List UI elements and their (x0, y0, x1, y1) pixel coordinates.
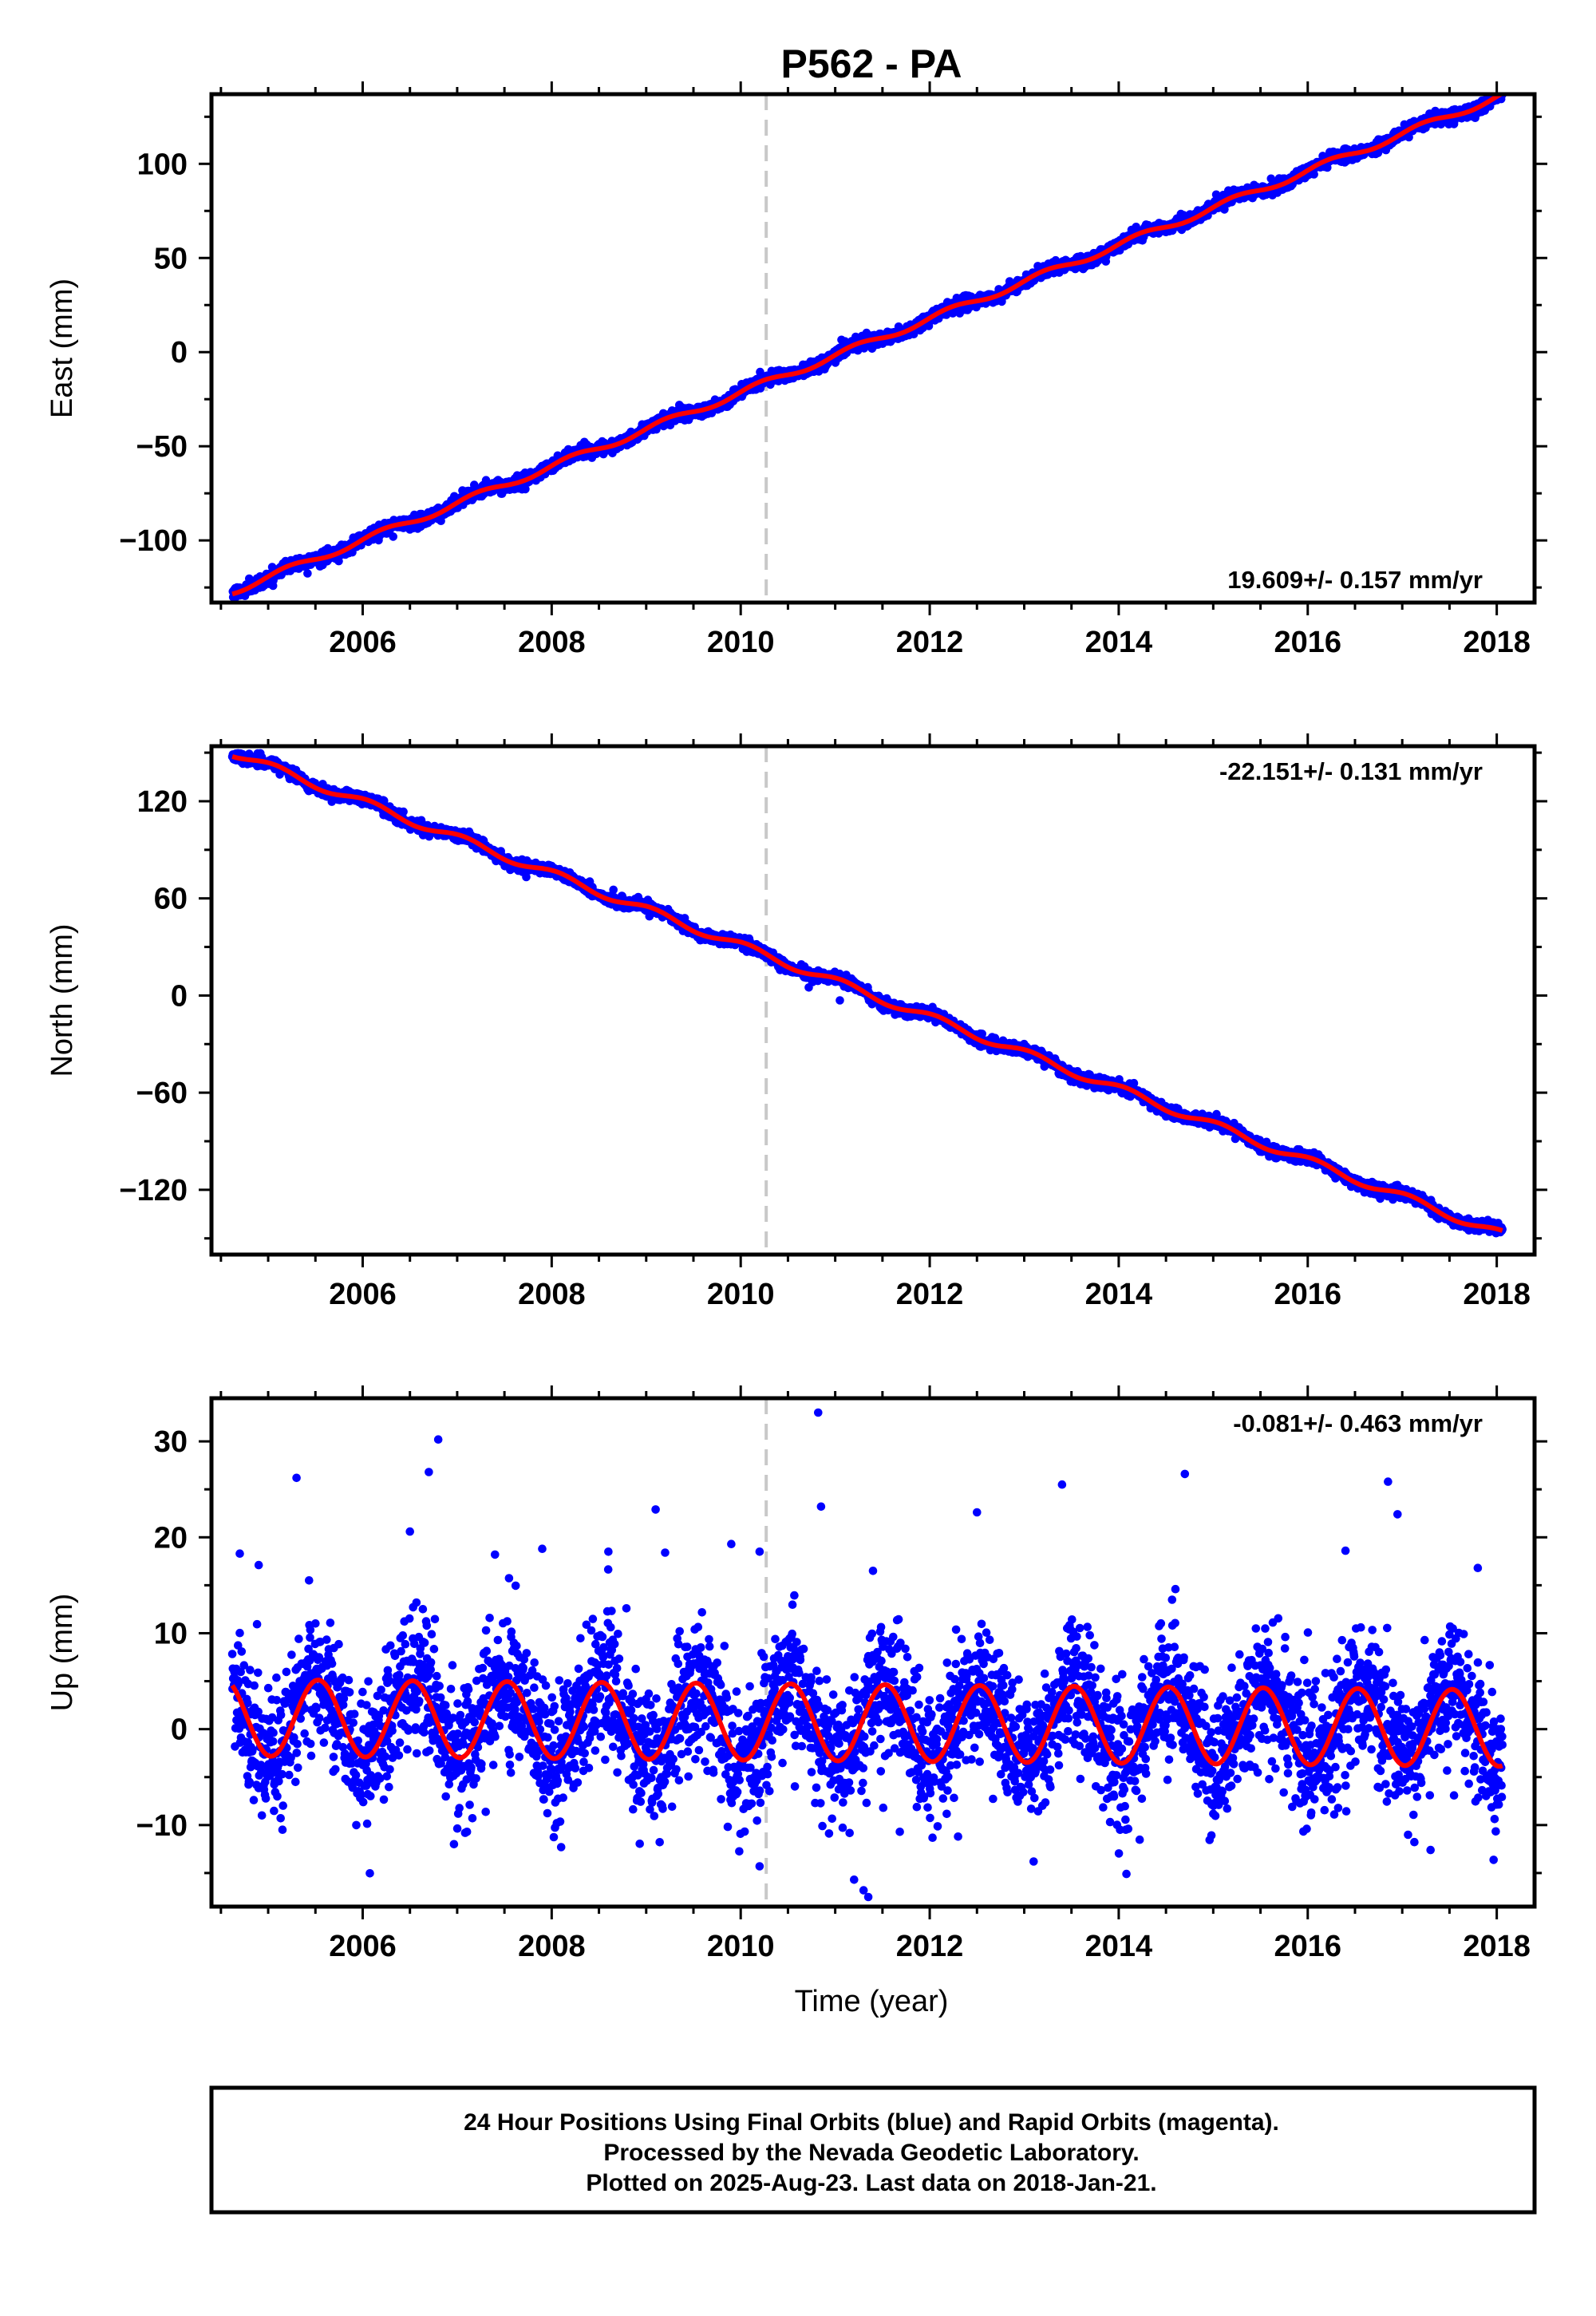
east-y-tick-label: −100 (119, 524, 188, 558)
east-plot-area (228, 94, 1507, 603)
east-x-tick-label: 2014 (1085, 626, 1153, 659)
east-x-tick-label: 2012 (896, 626, 964, 659)
east-x-tick-label: 2010 (707, 626, 775, 659)
east-x-tick-label: 2008 (518, 626, 586, 659)
east-y-tick-label: 100 (137, 148, 188, 181)
east-data-point (303, 569, 312, 578)
north-data-point (399, 807, 408, 816)
east-data-point (389, 532, 398, 541)
east-rate-label: 19.609+/- 0.157 mm/yr (1227, 566, 1483, 594)
east-data-point (1132, 223, 1140, 231)
east-y-tick-label: 0 (171, 336, 188, 370)
east-panel: 2006 2008 2010 2012 2014 2016 2018 −100 −50 0 50 10… (45, 81, 1547, 659)
east-data-point (1404, 132, 1413, 142)
east-data-point (521, 484, 530, 494)
east-x-tick-label: 2006 (329, 626, 397, 659)
figure-title: P562 - PA (781, 41, 962, 86)
east-x-tick-label: 2018 (1463, 626, 1531, 659)
east-y-tick-label: −50 (136, 430, 188, 464)
east-y-axis-label: East (mm) (45, 279, 79, 418)
east-x-tick-label: 2016 (1274, 626, 1341, 659)
east-y-tick-label: 50 (154, 242, 188, 275)
